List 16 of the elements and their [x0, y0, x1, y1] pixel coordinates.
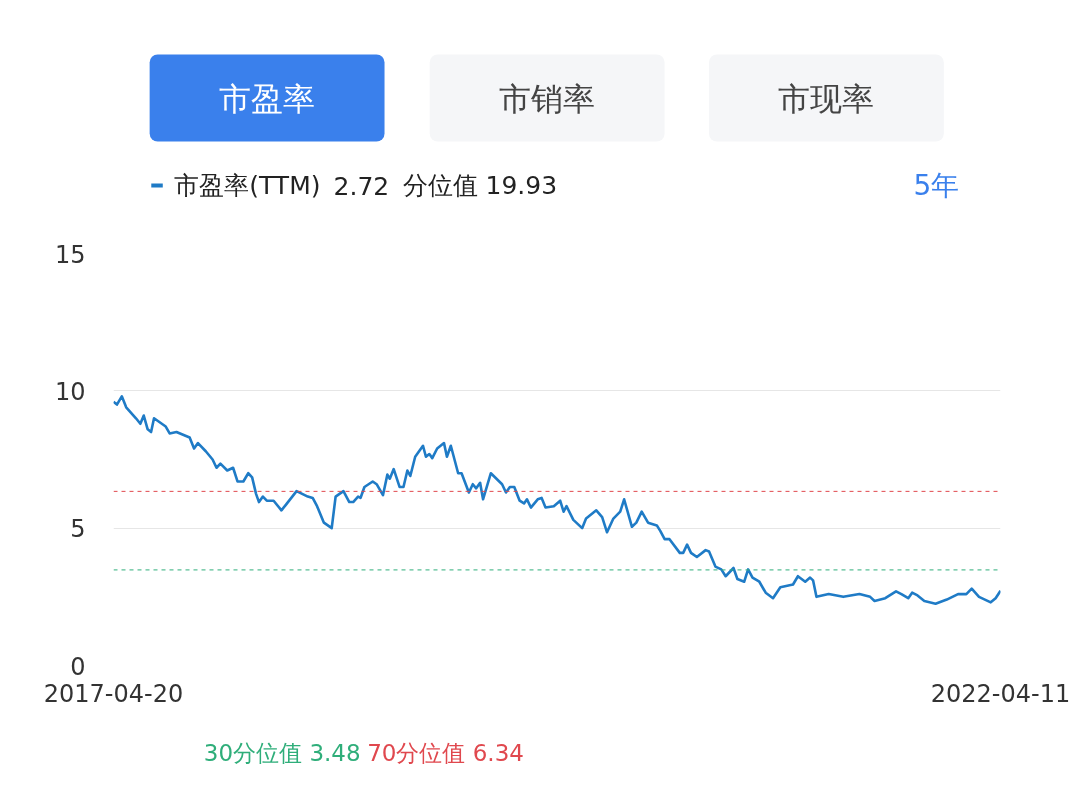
x-tick-label: 2022-04-11	[930, 679, 1071, 708]
chart-title: 2.72	[333, 171, 390, 201]
ref-line-label: 70分位值 6.34	[367, 739, 524, 766]
text: 市盈率	[219, 79, 316, 118]
y-tick-label: 10	[54, 377, 86, 406]
text: 市现率	[778, 79, 875, 118]
ref-line-label: 30分位值 3.48	[203, 739, 361, 766]
text: 5年	[913, 169, 960, 202]
text: 市销率	[499, 79, 596, 118]
chart-subtitle: 分位值 19.93	[402, 171, 558, 200]
y-tick-label: 15	[54, 240, 86, 269]
x-tick-label: 2017-04-20	[43, 679, 184, 708]
y-tick-label: 5	[70, 515, 86, 544]
y-tick-label: 0	[70, 652, 86, 681]
legend-label: 市盈率(TTM)	[174, 171, 321, 200]
line-series	[113, 395, 1001, 605]
